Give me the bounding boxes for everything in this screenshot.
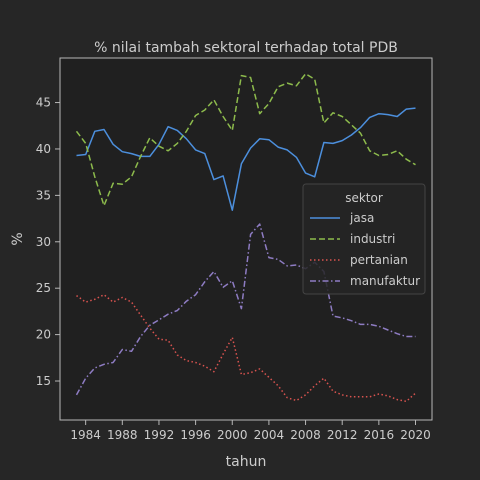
y-tick-label: 35 — [36, 188, 51, 202]
x-tick-label: 2012 — [327, 428, 358, 442]
legend-box — [302, 183, 426, 295]
y-tick-label: 20 — [36, 328, 51, 342]
x-tick-label: 1988 — [107, 428, 138, 442]
series-line-pertanian — [76, 293, 417, 403]
legend-label-industri: industri — [350, 232, 395, 246]
x-axis-ticks: 1984 1988 1992 1996 2000 2004 2008 2012 2016 2020 — [70, 420, 431, 442]
series-line-industri — [75, 73, 416, 207]
series-line-manufaktur — [75, 223, 416, 396]
x-tick-label: 2020 — [400, 428, 431, 442]
y-tick-label: 45 — [36, 96, 51, 110]
series-lines — [75, 73, 417, 403]
x-tick-label: 1984 — [70, 428, 101, 442]
x-tick-label: 1996 — [180, 428, 211, 442]
x-axis-label: tahun — [226, 454, 267, 470]
y-tick-label: 15 — [36, 374, 51, 388]
y-tick-label: 30 — [36, 235, 51, 249]
y-axis-ticks: 15 20 25 30 35 40 45 — [36, 96, 60, 388]
legend-label-manufaktur: manufaktur — [350, 274, 420, 288]
legend: sektor jasa industri pertanian manufaktur — [302, 183, 426, 295]
x-tick-label: 2004 — [254, 428, 285, 442]
x-tick-label: 1992 — [144, 428, 175, 442]
y-tick-label: 40 — [36, 142, 51, 156]
legend-title: sektor — [345, 191, 383, 205]
chart-title: % nilai tambah sektoral terhadap total P… — [94, 40, 398, 56]
y-tick-label: 25 — [36, 281, 51, 295]
x-tick-label: 2016 — [364, 428, 395, 442]
series-line-jasa — [76, 107, 416, 211]
legend-label-pertanian: pertanian — [350, 253, 408, 267]
legend-entries: jasa industri pertanian manufaktur — [310, 211, 420, 288]
x-tick-label: 2008 — [290, 428, 321, 442]
legend-label-jasa: jasa — [349, 211, 374, 225]
x-tick-label: 2000 — [217, 428, 248, 442]
y-axis-label: % — [10, 232, 26, 245]
